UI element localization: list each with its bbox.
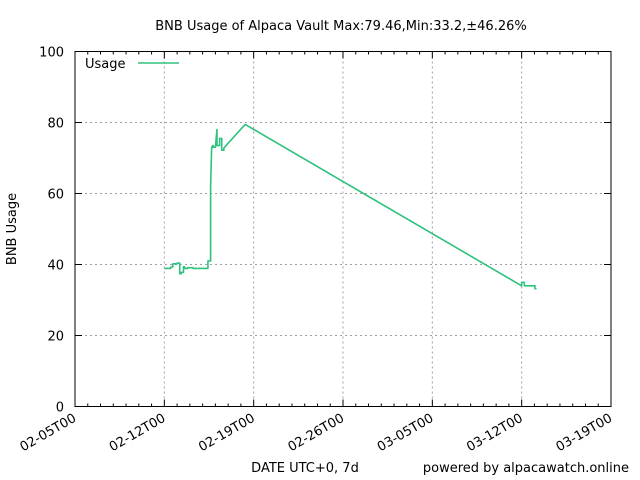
- series-layer: [164, 123, 537, 290]
- x-axis-label: DATE UTC+0, 7d: [251, 461, 359, 476]
- y-tick-label: 100: [39, 46, 64, 61]
- y-tick-label: 20: [47, 330, 64, 345]
- x-tick-label: 02-26T00: [286, 411, 347, 455]
- series-line-usage: [164, 123, 537, 290]
- footer-credit: powered by alpacawatch.online: [423, 461, 629, 476]
- x-tick-label: 03-12T00: [464, 411, 525, 455]
- x-tick-label: 02-12T00: [107, 411, 168, 455]
- y-tick-label: 60: [47, 188, 64, 203]
- plot-frame: [74, 51, 612, 407]
- y-tick-label: 80: [47, 117, 64, 132]
- x-tick-label: 03-05T00: [375, 411, 436, 455]
- x-tick-label: 03-19T00: [554, 411, 615, 455]
- gridlines: [75, 51, 611, 407]
- y-tick-label: 40: [47, 259, 64, 274]
- x-tick-label: 02-05T00: [18, 411, 79, 455]
- y-tick-label: 0: [56, 401, 64, 416]
- legend-label-usage: Usage: [85, 57, 126, 72]
- y-axis-label: BNB Usage: [5, 193, 20, 265]
- y-tick-labels: 0 20 40 60 80 100: [39, 46, 64, 416]
- x-tick-labels: 02-05T00 02-12T00 02-19T00 02-26T00 03-05T00…: [18, 411, 615, 455]
- x-tick-label: 02-19T00: [196, 411, 257, 455]
- chart-title: BNB Usage of Alpaca Vault Max:79.46,Min:…: [155, 19, 526, 34]
- legend: Usage: [85, 57, 179, 72]
